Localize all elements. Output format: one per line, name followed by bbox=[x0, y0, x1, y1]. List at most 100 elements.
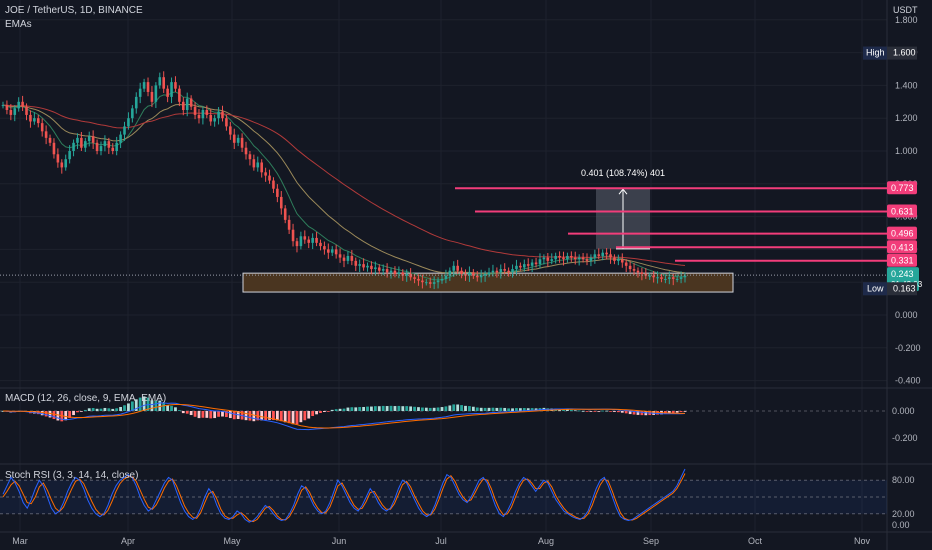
macd-histogram-bar bbox=[174, 407, 177, 411]
candle-body bbox=[323, 246, 326, 250]
stoch-rsi-indicator-label[interactable]: Stoch RSI (3, 3, 14, 14, close) bbox=[5, 470, 139, 481]
macd-histogram-bar bbox=[326, 411, 330, 412]
macd-histogram-bar bbox=[221, 411, 224, 417]
symbol-title[interactable]: JOE / TetherUS, 1D, BINANCE bbox=[5, 5, 143, 16]
macd-histogram-bar bbox=[279, 411, 283, 422]
time-axis[interactable]: Mar Apr May Jun Jul Aug Sep Oct Nov bbox=[12, 536, 870, 546]
candle-body bbox=[276, 188, 279, 197]
macd-histogram-bar bbox=[87, 408, 91, 411]
candle-body bbox=[617, 259, 620, 261]
support-zone-box[interactable] bbox=[242, 272, 734, 293]
macd-histogram-bar bbox=[76, 411, 79, 413]
macd-histogram-bar bbox=[127, 403, 130, 411]
candle-body bbox=[413, 277, 416, 279]
price-tick-label: 1.200 bbox=[895, 113, 918, 123]
macd-indicator-label[interactable]: MACD (12, 26, close, 9, EMA, EMA) bbox=[5, 393, 167, 404]
candle-body bbox=[166, 88, 169, 97]
stoch-tick-label: 80.00 bbox=[892, 475, 915, 485]
macd-histogram-bar bbox=[381, 405, 385, 411]
stoch-tick-label: 0.00 bbox=[892, 520, 910, 530]
candle-body bbox=[660, 277, 663, 279]
candle-body bbox=[409, 274, 412, 278]
candle-body bbox=[374, 267, 377, 270]
macd-histogram-bar bbox=[44, 411, 48, 417]
macd-histogram-bar bbox=[499, 407, 503, 411]
ema-indicator-label[interactable]: EMAs bbox=[5, 19, 32, 30]
candle-body bbox=[503, 269, 507, 271]
candle-body bbox=[511, 269, 514, 273]
macd-histogram-bar bbox=[72, 411, 75, 416]
macd-histogram-bar bbox=[373, 406, 377, 411]
time-tick-label: Oct bbox=[748, 536, 763, 546]
macd-histogram-bar bbox=[150, 400, 154, 411]
candle-body bbox=[327, 249, 330, 253]
macd-histogram-bar bbox=[287, 411, 291, 424]
candle-body bbox=[468, 272, 471, 276]
macd-histogram-bar bbox=[64, 411, 68, 421]
candle-body bbox=[311, 237, 314, 243]
candle-body bbox=[338, 254, 342, 258]
macd-histogram-bar bbox=[205, 411, 209, 418]
price-range-measure[interactable]: 0.401 (108.74%) 401 bbox=[581, 168, 665, 250]
macd-histogram-bar bbox=[526, 408, 530, 411]
candle-body bbox=[452, 265, 456, 271]
macd-histogram-bar bbox=[385, 406, 389, 411]
candle-body bbox=[362, 264, 365, 268]
candle-body bbox=[29, 114, 32, 122]
support-zone[interactable] bbox=[242, 272, 734, 293]
macd-histogram-bar bbox=[468, 406, 471, 411]
macd-histogram-bar bbox=[393, 406, 397, 411]
level-price-tag bbox=[887, 253, 917, 267]
candle-body bbox=[475, 275, 479, 278]
candle-body bbox=[64, 159, 68, 168]
candle-body bbox=[44, 131, 48, 138]
macd-histogram-bar bbox=[569, 409, 573, 411]
macd-histogram-bar bbox=[471, 406, 475, 411]
candlesticks bbox=[1, 71, 687, 290]
candle-body bbox=[456, 265, 459, 271]
horizontal-levels[interactable] bbox=[455, 187, 887, 262]
candle-body bbox=[25, 106, 28, 115]
candle-body bbox=[460, 270, 463, 274]
macd-histogram-bar bbox=[330, 409, 334, 411]
candle-body bbox=[570, 255, 573, 258]
candle-body bbox=[201, 110, 205, 119]
time-tick-label: Apr bbox=[121, 536, 135, 546]
macd-histogram-bar bbox=[605, 410, 609, 412]
high-value: 1.600 bbox=[893, 48, 916, 58]
macd-histogram-bar bbox=[483, 407, 487, 411]
candle-body bbox=[436, 280, 440, 283]
candle-body bbox=[499, 269, 503, 273]
macd-histogram-bar bbox=[83, 409, 87, 411]
candle-body bbox=[628, 265, 632, 270]
macd-histogram-bar bbox=[503, 407, 507, 411]
candle-body bbox=[299, 236, 303, 247]
candle-body bbox=[581, 257, 585, 260]
stoch-d-line bbox=[2, 473, 686, 523]
candle-body bbox=[154, 85, 158, 102]
macd-histogram-bar bbox=[154, 400, 158, 411]
low-label: Low bbox=[867, 283, 884, 293]
macd-histogram-bar bbox=[679, 411, 683, 412]
candle-body bbox=[1, 105, 5, 107]
high-tag-name-bg bbox=[863, 46, 887, 60]
candle-body bbox=[577, 257, 581, 260]
candle-body bbox=[229, 126, 232, 135]
macd-histogram-bar bbox=[401, 406, 405, 411]
candle-body bbox=[448, 270, 452, 276]
candle-body bbox=[479, 275, 483, 278]
candle-body bbox=[515, 265, 518, 270]
candle-body bbox=[17, 101, 20, 109]
candle-body bbox=[589, 257, 593, 261]
candle-body bbox=[99, 146, 103, 151]
candle-body bbox=[432, 282, 436, 284]
macd-histogram-bar bbox=[91, 408, 95, 411]
candle-body bbox=[346, 255, 350, 261]
candle-body bbox=[295, 241, 299, 247]
candle-body bbox=[668, 277, 671, 279]
candle-body bbox=[538, 259, 542, 265]
candle-body bbox=[652, 275, 655, 278]
macd-histogram-bar bbox=[475, 407, 479, 411]
